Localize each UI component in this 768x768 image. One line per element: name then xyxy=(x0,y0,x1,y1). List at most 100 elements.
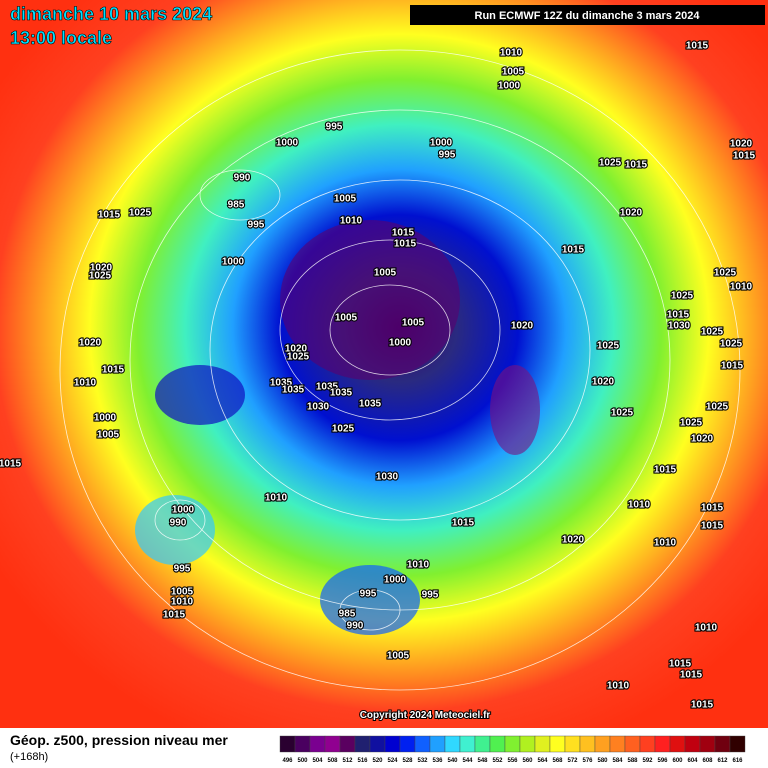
low-core xyxy=(490,365,540,455)
pressure-label: 1015 xyxy=(691,700,714,711)
pressure-label: 1025 xyxy=(671,291,694,302)
legend-swatch xyxy=(699,735,716,753)
low-core xyxy=(280,220,460,380)
legend-label: 592 xyxy=(642,758,653,764)
pressure-label: 1015 xyxy=(625,160,648,171)
pressure-label: 1010 xyxy=(628,500,651,511)
time: 13:00 locale xyxy=(10,28,112,48)
pressure-label: 1015 xyxy=(0,459,22,470)
low-core xyxy=(135,495,215,565)
legend-swatch xyxy=(549,735,566,753)
pressure-label: 1015 xyxy=(721,361,744,372)
pressure-label: 1020 xyxy=(620,208,643,219)
legend-label: 508 xyxy=(327,758,338,764)
pressure-label: 985 xyxy=(228,200,245,211)
legend-swatch xyxy=(504,735,521,753)
legend-label: 584 xyxy=(612,758,623,764)
pressure-label: 1015 xyxy=(654,465,677,476)
legend-label: 544 xyxy=(462,758,473,764)
pressure-label: 1025 xyxy=(332,424,355,435)
pressure-label: 1010 xyxy=(265,493,288,504)
legend-swatch xyxy=(729,735,746,753)
pressure-label: 1025 xyxy=(701,327,724,338)
pressure-label: 1025 xyxy=(680,418,703,429)
pressure-label: 990 xyxy=(347,621,364,632)
legend-label: 616 xyxy=(732,758,743,764)
pressure-label: 1015 xyxy=(98,210,121,221)
pressure-label: 1030 xyxy=(307,402,330,413)
legend-swatch xyxy=(714,735,731,753)
pressure-label: 1020 xyxy=(511,321,534,332)
pressure-label: 1015 xyxy=(701,503,724,514)
legend-swatch xyxy=(399,735,416,753)
legend-swatch xyxy=(279,735,296,753)
legend-label: 580 xyxy=(597,758,608,764)
pressure-label: 1015 xyxy=(680,670,703,681)
pressure-label: 1010 xyxy=(407,560,430,571)
pressure-label: 1030 xyxy=(668,321,691,332)
pressure-label: 1025 xyxy=(706,402,729,413)
pressure-label: 1005 xyxy=(171,587,194,598)
legend-label: 568 xyxy=(552,758,563,764)
pressure-label: 1015 xyxy=(102,365,125,376)
footer-title: Géop. z500, pression niveau mer xyxy=(10,732,228,748)
pressure-label: 1010 xyxy=(730,282,753,293)
pressure-label: 1025 xyxy=(599,158,622,169)
legend-swatch xyxy=(294,735,311,753)
pressure-label: 1015 xyxy=(452,518,475,529)
legend-label: 572 xyxy=(567,758,578,764)
pressure-label: 1000 xyxy=(222,257,245,268)
pressure-label: 990 xyxy=(234,173,251,184)
pressure-label: 1000 xyxy=(172,505,195,516)
legend-label: 576 xyxy=(582,758,593,764)
legend-label: 524 xyxy=(387,758,398,764)
legend-label: 564 xyxy=(537,758,548,764)
pressure-label: 1020 xyxy=(285,344,308,355)
pressure-label: 995 xyxy=(422,590,439,601)
pressure-label: 1015 xyxy=(394,239,417,250)
legend-label: 532 xyxy=(417,758,428,764)
pressure-label: 1020 xyxy=(79,338,102,349)
legend-swatch xyxy=(414,735,431,753)
pressure-label: 1020 xyxy=(90,263,113,274)
legend-swatch xyxy=(429,735,446,753)
legend-label: 552 xyxy=(492,758,503,764)
footer-lead: (+168h) xyxy=(10,751,48,763)
run-info: Run ECMWF 12Z du dimanche 3 mars 2024 xyxy=(475,10,701,22)
pressure-label: 1025 xyxy=(720,339,743,350)
pressure-label: 1010 xyxy=(500,48,523,59)
pressure-label: 1025 xyxy=(287,352,310,363)
pressure-label: 1015 xyxy=(733,151,756,162)
legend-swatch xyxy=(489,735,506,753)
low-core xyxy=(320,565,420,635)
legend-label: 608 xyxy=(702,758,713,764)
pressure-label: 1025 xyxy=(89,271,112,282)
pressure-label: 995 xyxy=(439,150,456,161)
pressure-label: 1010 xyxy=(340,216,363,227)
pressure-label: 1010 xyxy=(607,681,630,692)
copyright: Copyright 2024 Meteociel.fr xyxy=(360,710,491,721)
legend-label: 504 xyxy=(312,758,323,764)
pressure-label: 1035 xyxy=(330,388,353,399)
pressure-label: 1030 xyxy=(376,472,399,483)
legend-swatch xyxy=(384,735,401,753)
legend-label: 596 xyxy=(657,758,668,764)
legend-label: 604 xyxy=(687,758,698,764)
pressure-label: 990 xyxy=(170,518,187,529)
pressure-label: 995 xyxy=(360,589,377,600)
legend-swatch xyxy=(444,735,461,753)
legend-swatch xyxy=(594,735,611,753)
legend-swatch xyxy=(609,735,626,753)
pressure-label: 1005 xyxy=(334,194,357,205)
pressure-label: 1020 xyxy=(691,434,714,445)
pressure-label: 1015 xyxy=(163,610,186,621)
legend-label: 612 xyxy=(717,758,728,764)
legend-label: 556 xyxy=(507,758,518,764)
legend-label: 496 xyxy=(282,758,293,764)
pressure-label: 1015 xyxy=(701,521,724,532)
legend-label: 512 xyxy=(342,758,353,764)
pressure-label: 1000 xyxy=(384,575,407,586)
legend-label: 560 xyxy=(522,758,533,764)
legend-swatch xyxy=(354,735,371,753)
